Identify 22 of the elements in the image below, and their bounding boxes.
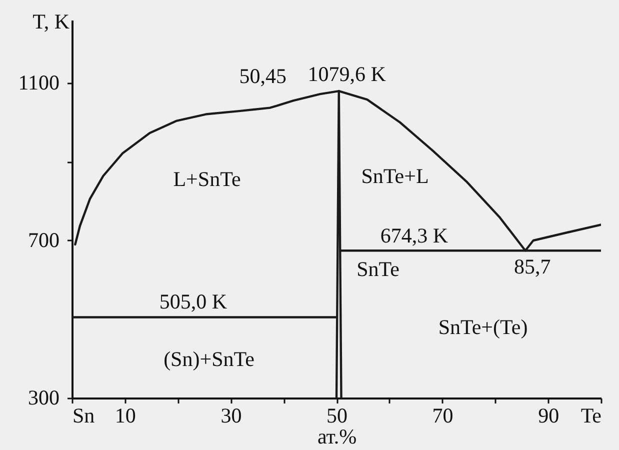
x-tick-label: 30 — [220, 404, 242, 428]
annotation: L+SnTe — [173, 167, 241, 191]
annotation: SnTe+L — [361, 164, 429, 188]
annotation: (Sn)+SnTe — [164, 347, 254, 371]
annotation: 50,45 — [239, 64, 287, 88]
x-axis-title: ат.% — [317, 424, 357, 448]
x-tick-label: 50 — [326, 404, 348, 428]
y-axis-title: T, K — [32, 10, 70, 34]
annotation: 1079,6 K — [308, 62, 386, 86]
x-tick-label: Te — [580, 404, 602, 428]
annotation: SnTe — [356, 257, 400, 281]
x-tick-label: 90 — [538, 404, 560, 428]
annotation: 505,0 K — [159, 289, 227, 314]
annotation: 85,7 — [514, 254, 551, 279]
y-tick-label: 700 — [28, 228, 60, 252]
x-tick-label: 10 — [114, 404, 136, 428]
annotation: SnTe+(Te) — [438, 315, 528, 339]
y-tick-label: 1100 — [18, 70, 60, 94]
annotation: 674,3 K — [380, 224, 448, 248]
x-tick-label: Sn — [72, 404, 96, 428]
y-tick-label: 300 — [28, 386, 60, 410]
x-tick-label: 70 — [432, 404, 454, 428]
